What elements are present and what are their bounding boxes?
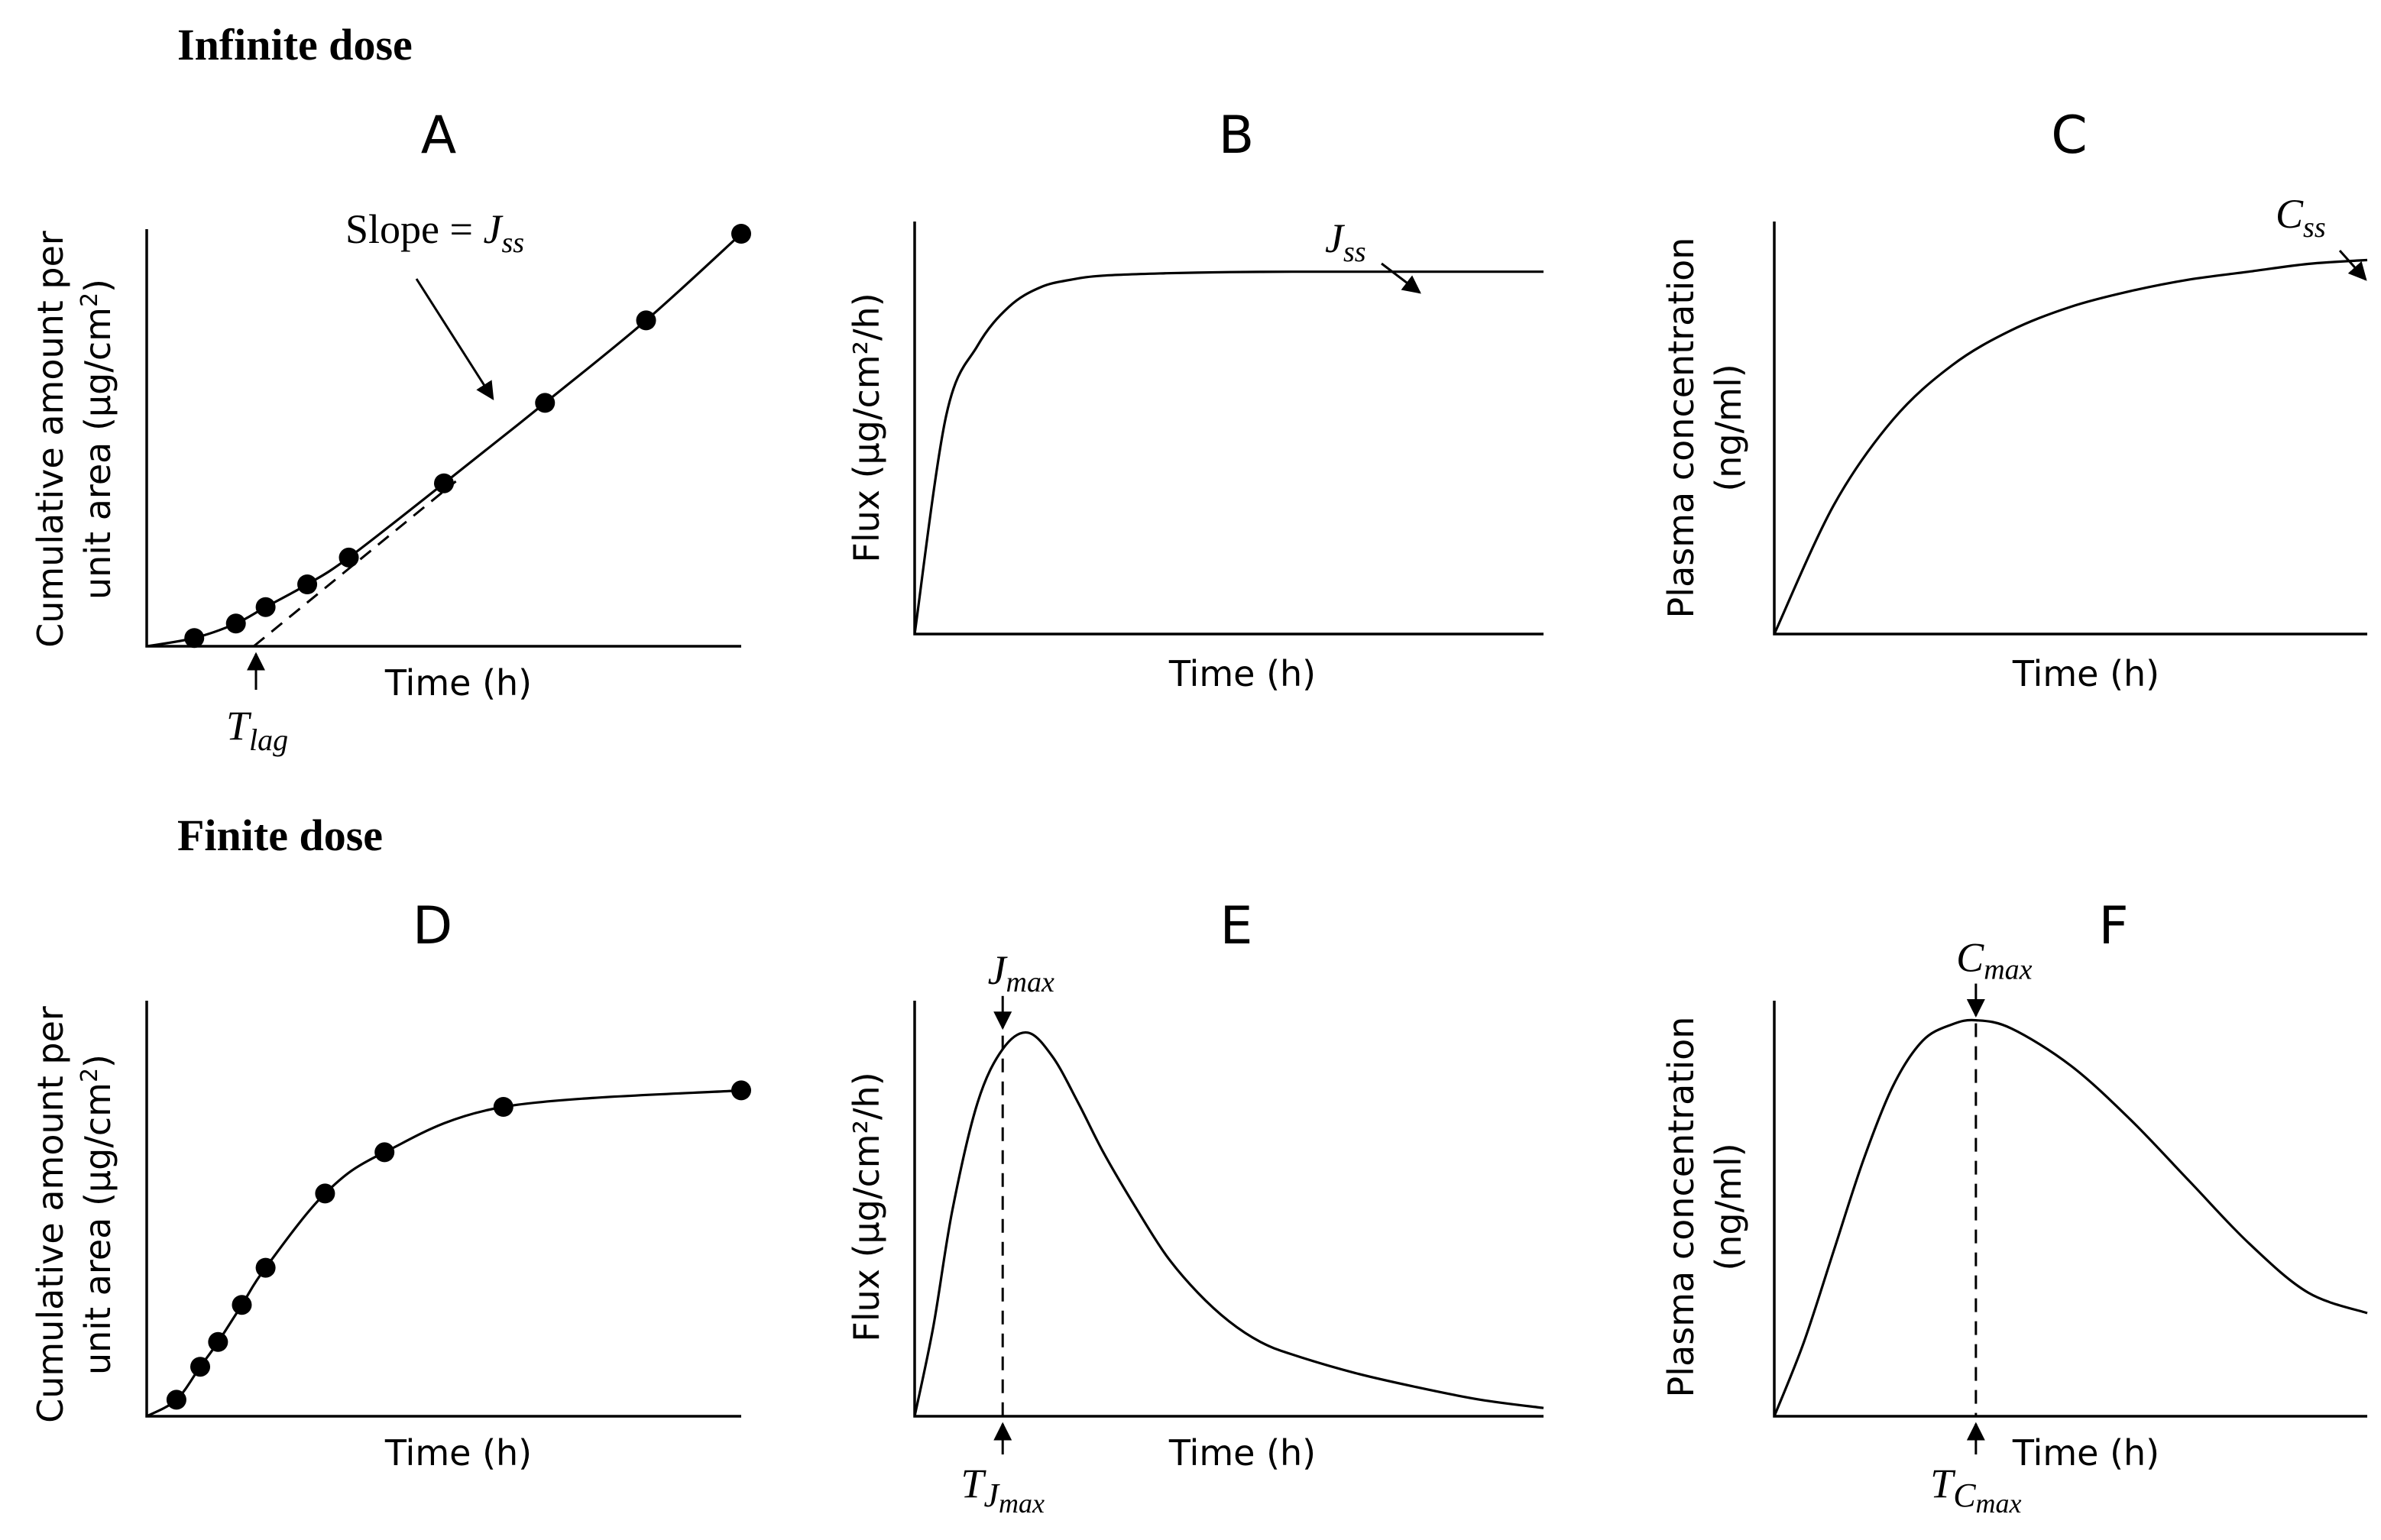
panel-d-axes	[145, 1001, 741, 1418]
panel-a-title: A	[421, 105, 457, 166]
panel-c-curve	[1773, 258, 2368, 635]
panel-a-xlabel: Time (h)	[384, 662, 532, 704]
panel-e-tjmax-label: TJmax	[960, 1461, 1045, 1519]
panel-f-curve	[1773, 1018, 2368, 1417]
panel-a-axes	[145, 229, 741, 648]
panel-d-data-point	[315, 1183, 335, 1204]
panel-f-title: F	[2098, 896, 2128, 956]
panel-d-xlabel: Time (h)	[384, 1432, 532, 1474]
panel-d-data-point	[731, 1080, 751, 1101]
panel-b: B Time (h) Flux (µg/cm²/h) Jss	[846, 105, 1544, 694]
panel-d-points	[166, 1080, 751, 1410]
panel-e-xlabel: Time (h)	[1168, 1432, 1316, 1474]
panel-b-xlabel: Time (h)	[1168, 653, 1316, 694]
panel-b-axes	[913, 222, 1544, 636]
panel-c-axes	[1773, 222, 2367, 636]
panel-d-ylabel-1: Cumulative amount per	[30, 1006, 71, 1423]
panel-c: C Time (h) Plasma concentration (ng/ml) …	[1660, 105, 2368, 694]
panel-d: D Time (h) Cumulative amount per unit ar…	[30, 896, 751, 1474]
panel-a-slope-arrow	[415, 278, 494, 401]
panel-a-data-point	[434, 473, 454, 493]
panel-f-tcmax-label: TCmax	[1930, 1461, 2021, 1519]
panel-b-jss-arrow	[1381, 262, 1421, 294]
panel-b-jss-label: Jss	[1325, 215, 1366, 268]
panel-d-data-point	[255, 1257, 276, 1278]
panel-a-data-point	[297, 574, 318, 594]
panel-a-data-point	[225, 613, 246, 634]
panel-e-curve	[913, 1030, 1544, 1417]
panel-a-data-point	[731, 224, 751, 244]
panel-d-ylabel-2: unit area (µg/cm2)	[76, 1054, 119, 1375]
panel-d-data-point	[208, 1331, 228, 1352]
panel-a-data-point	[255, 597, 276, 617]
panel-a-ylabel-1: Cumulative amount per	[30, 231, 71, 648]
panel-d-data-point	[190, 1357, 211, 1377]
panel-d-data-point	[374, 1142, 395, 1163]
panel-a-curve	[146, 232, 743, 648]
panel-f-axes	[1773, 1001, 2367, 1418]
panel-c-css-arrow	[2338, 249, 2367, 281]
panel-e-jmax-label: Jmax	[988, 947, 1054, 998]
panel-e-title: E	[1220, 896, 1253, 956]
panel-f-cmax-label: Cmax	[1956, 935, 2032, 986]
panel-c-ylabel-1: Plasma concentration	[1660, 238, 1702, 619]
panel-c-xlabel: Time (h)	[2012, 653, 2159, 694]
panel-e-axes	[913, 1001, 1544, 1418]
panel-f-xlabel: Time (h)	[2012, 1432, 2159, 1474]
section-title-infinite: Infinite dose	[177, 20, 413, 70]
panel-a-data-point	[636, 310, 656, 331]
panel-a-fit-line	[253, 480, 457, 648]
panel-e: E Time (h) Flux (µg/cm²/h) Jmax TJmax	[846, 896, 1544, 1519]
panel-e-ylabel: Flux (µg/cm²/h)	[846, 1072, 887, 1341]
panel-c-title: C	[2051, 105, 2087, 166]
panel-a-data-point	[339, 547, 359, 568]
panel-a-data-point	[184, 628, 205, 649]
panel-d-data-point	[232, 1295, 252, 1315]
panel-b-curve	[913, 270, 1544, 635]
panel-a-ylabel-2: unit area (µg/cm2)	[76, 279, 119, 600]
panel-d-data-point	[166, 1390, 186, 1410]
panel-b-ylabel: Flux (µg/cm²/h)	[846, 293, 887, 562]
panel-f-ylabel-1: Plasma concentration	[1660, 1017, 1702, 1398]
panel-f-ylabel-2: (ng/ml)	[1708, 1143, 1749, 1270]
panel-b-title: B	[1219, 105, 1255, 166]
panel-d-curve	[146, 1089, 742, 1418]
panel-f: F Time (h) Plasma concentration (ng/ml) …	[1660, 896, 2368, 1519]
panel-d-data-point	[493, 1097, 513, 1117]
panel-a-data-point	[535, 393, 556, 413]
section-title-finite: Finite dose	[177, 810, 383, 860]
panel-a-tlag-label: Tlag	[226, 703, 288, 757]
panel-a-slope-label: Slope = Jss	[345, 206, 524, 259]
panel-c-ylabel-2: (ng/ml)	[1708, 364, 1749, 491]
panel-a: A Time (h) Cumulative amount per unit ar…	[30, 105, 751, 757]
panel-c-css-label: Css	[2276, 191, 2326, 244]
panel-d-title: D	[413, 896, 452, 956]
panel-a-points	[184, 224, 751, 649]
